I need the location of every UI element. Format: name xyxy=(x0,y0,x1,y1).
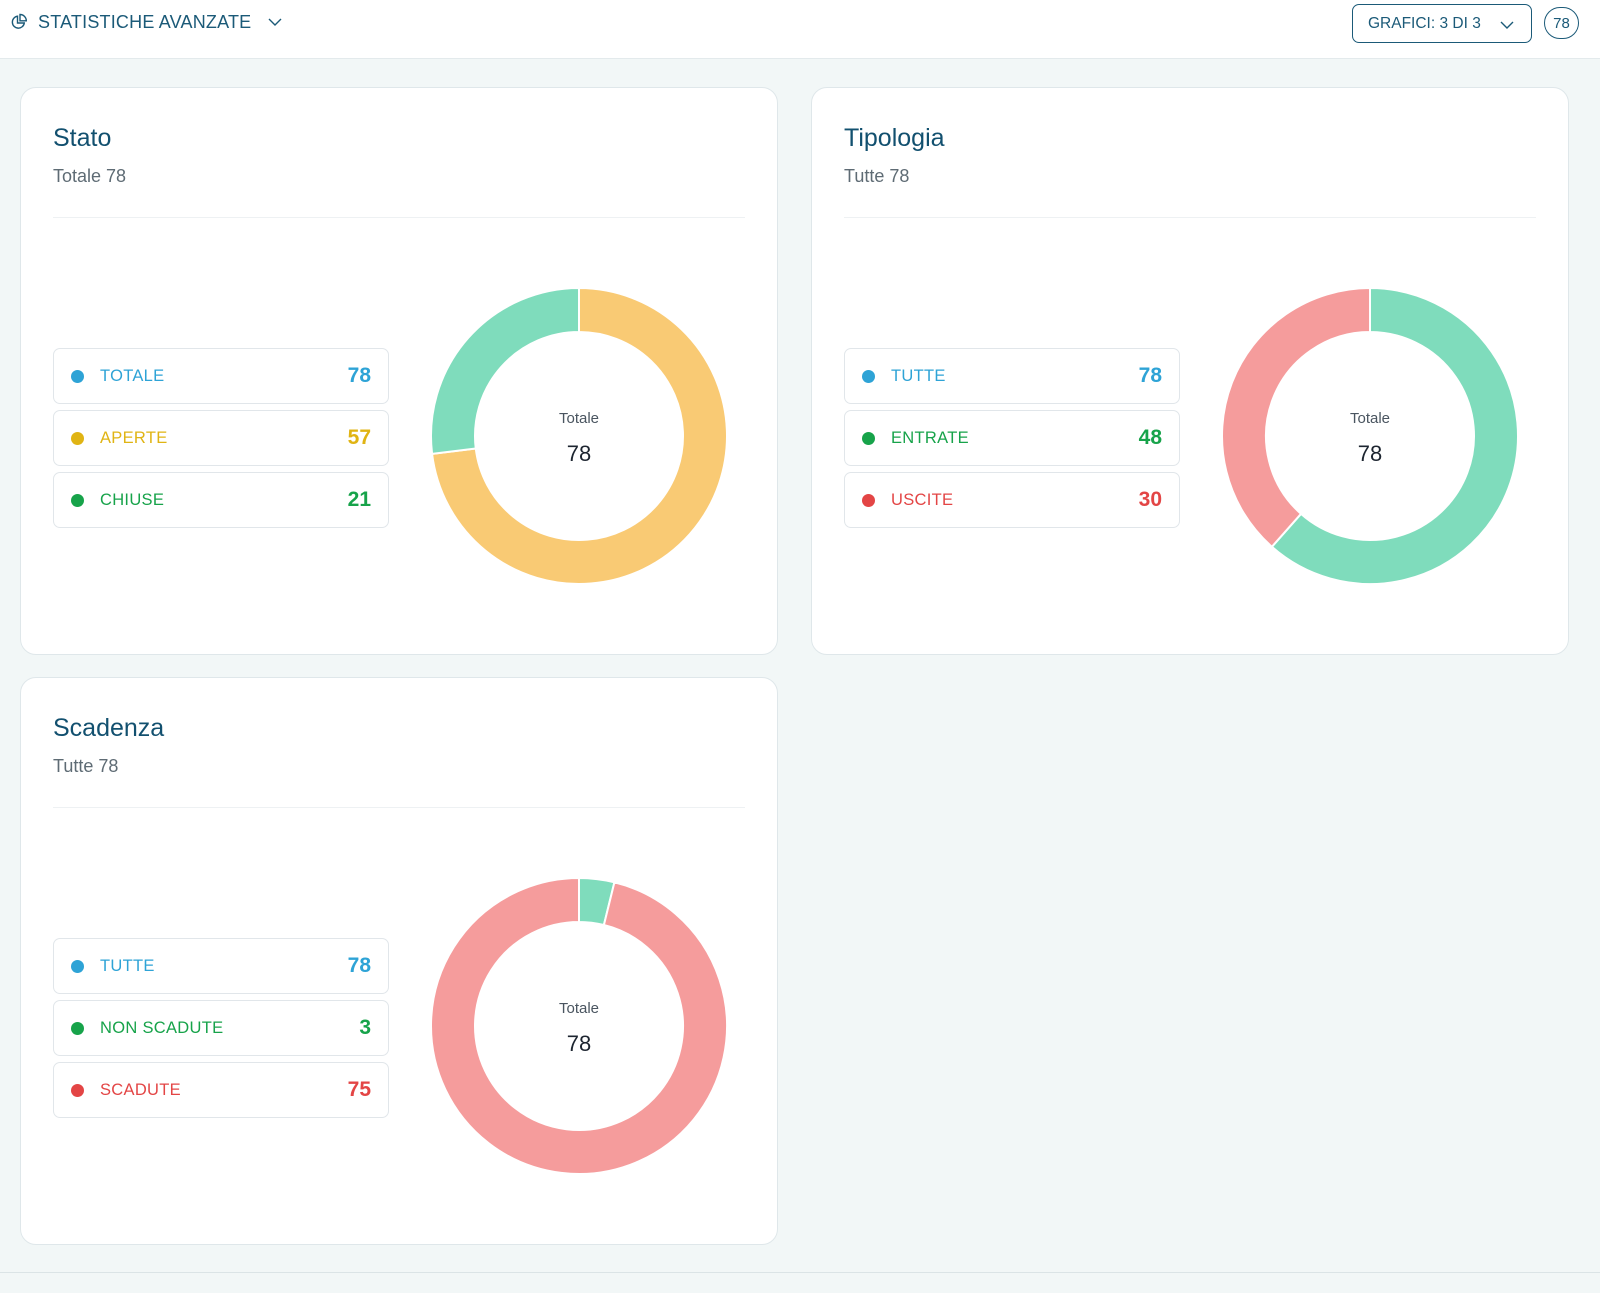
donut-slice-uscite[interactable] xyxy=(1221,286,1371,549)
divider xyxy=(53,807,745,808)
donut-center-label: Totale xyxy=(558,1000,600,1017)
legend-item-tutte[interactable]: TUTTE 78 xyxy=(844,348,1180,404)
section-title: STATISTICHE AVANZATE xyxy=(38,11,252,32)
donut-slice-scadute[interactable] xyxy=(430,876,728,1175)
legend-value: 78 xyxy=(1138,364,1162,387)
chevron-down-icon xyxy=(267,14,283,30)
tipologia-donut-chart xyxy=(1221,286,1519,585)
legend-dot xyxy=(71,370,84,383)
card-title: Scadenza xyxy=(53,714,165,742)
charts-selector-label: GRAFICI: 3 DI 3 xyxy=(1368,14,1481,32)
tipologia-card: Tipologia Tutte 78 TUTTE 78 ENTRATE 48 U… xyxy=(811,87,1569,655)
legend-item-non-scadute[interactable]: NON SCADUTE 3 xyxy=(53,1000,389,1056)
legend-label: TOTALE xyxy=(100,367,165,385)
stato-donut-chart xyxy=(430,286,728,585)
card-subtitle: Tutte 78 xyxy=(53,756,119,776)
card-subtitle: Tutte 78 xyxy=(844,166,910,186)
donut-slice-chiuse[interactable] xyxy=(430,286,580,455)
legend-dot xyxy=(862,432,875,445)
legend-item-tutte[interactable]: TUTTE 78 xyxy=(53,938,389,994)
donut-center-value: 78 xyxy=(566,441,592,466)
legend-dot xyxy=(862,370,875,383)
chevron-down-icon xyxy=(1499,17,1515,33)
donut-center-label: Totale xyxy=(558,410,600,427)
top-bar: STATISTICHE AVANZATE GRAFICI: 3 DI 3 78 xyxy=(0,0,1600,59)
legend-value: 75 xyxy=(347,1078,371,1101)
card-subtitle: Totale 78 xyxy=(53,166,127,186)
legend-dot xyxy=(71,960,84,973)
legend-item-scadute[interactable]: SCADUTE 75 xyxy=(53,1062,389,1118)
legend-value: 78 xyxy=(347,954,371,977)
donut-slice-aperte[interactable] xyxy=(430,286,728,585)
legend-label: USCITE xyxy=(891,491,954,509)
scadenza-card: Scadenza Tutte 78 TUTTE 78 NON SCADUTE 3… xyxy=(20,677,778,1245)
legend-value: 21 xyxy=(347,488,371,511)
legend-value: 3 xyxy=(359,1016,371,1039)
legend-dot xyxy=(862,494,875,507)
legend-dot xyxy=(71,1022,84,1035)
divider xyxy=(53,217,745,218)
section-toggle[interactable]: STATISTICHE AVANZATE xyxy=(10,10,283,34)
scadenza-donut-chart xyxy=(430,876,728,1175)
legend-value: 48 xyxy=(1138,426,1162,449)
legend-item-entrate[interactable]: ENTRATE 48 xyxy=(844,410,1180,466)
legend-label: APERTE xyxy=(100,429,168,447)
card-title: Stato xyxy=(53,124,112,152)
legend-label: TUTTE xyxy=(100,957,155,975)
charts-selector-button[interactable]: GRAFICI: 3 DI 3 xyxy=(1352,4,1532,43)
donut-center-value: 78 xyxy=(566,1031,592,1056)
count-badge: 78 xyxy=(1544,7,1579,39)
legend-value: 30 xyxy=(1138,488,1162,511)
legend-label: ENTRATE xyxy=(891,429,969,447)
legend-label: NON SCADUTE xyxy=(100,1019,224,1037)
legend-dot xyxy=(71,432,84,445)
donut-slice-entrate[interactable] xyxy=(1270,286,1519,585)
divider xyxy=(844,217,1536,218)
donut-center-value: 78 xyxy=(1357,441,1383,466)
legend-label: CHIUSE xyxy=(100,491,165,509)
legend-item-aperte[interactable]: APERTE 57 xyxy=(53,410,389,466)
legend-value: 57 xyxy=(347,426,371,449)
stato-card: Stato Totale 78 TOTALE 78 APERTE 57 CHIU… xyxy=(20,87,778,655)
legend-label: TUTTE xyxy=(891,367,946,385)
legend-value: 78 xyxy=(347,364,371,387)
legend-item-uscite[interactable]: USCITE 30 xyxy=(844,472,1180,528)
legend-item-chiuse[interactable]: CHIUSE 21 xyxy=(53,472,389,528)
card-title: Tipologia xyxy=(844,124,945,152)
pie-chart-icon xyxy=(10,13,28,31)
legend-label: SCADUTE xyxy=(100,1081,181,1099)
donut-center-label: Totale xyxy=(1349,410,1391,427)
legend-item-totale[interactable]: TOTALE 78 xyxy=(53,348,389,404)
legend-dot xyxy=(71,494,84,507)
legend-dot xyxy=(71,1084,84,1097)
